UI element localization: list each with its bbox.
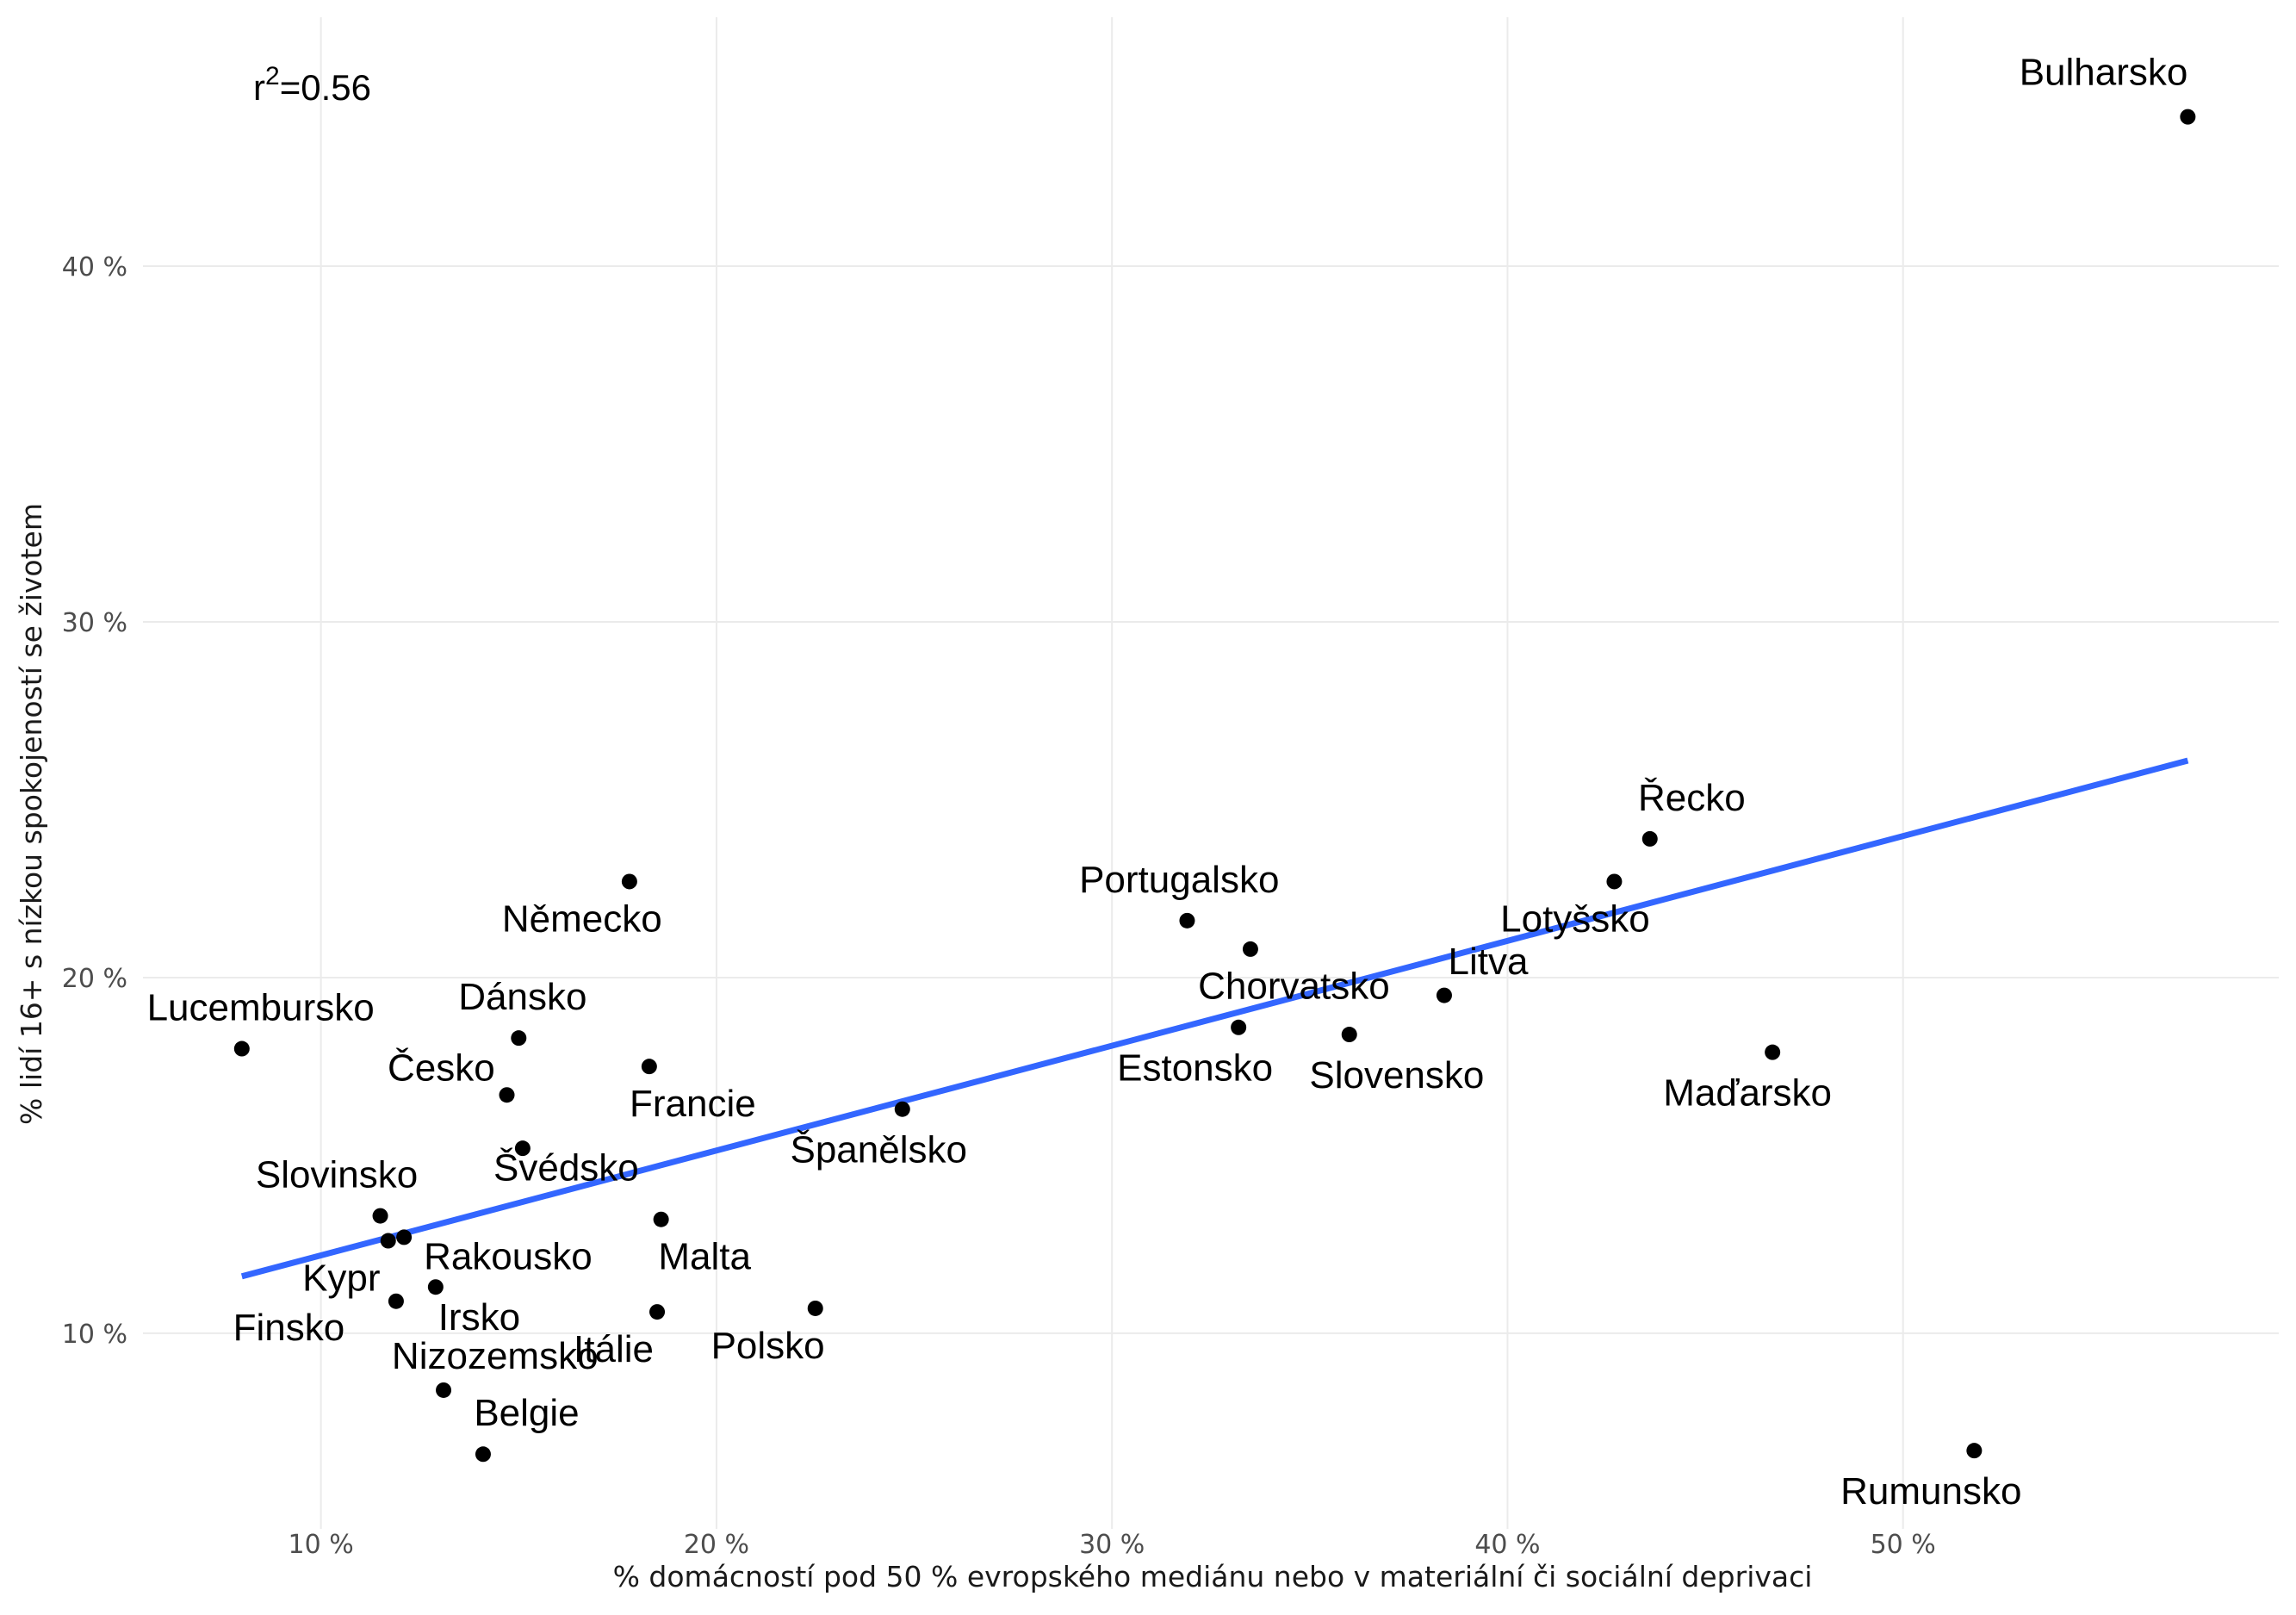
point-label: Litva (1449, 941, 1529, 983)
y-tick-label: 10 % (62, 1320, 127, 1350)
point-label: Dánsko (458, 976, 586, 1018)
x-tick-label: 30 % (1079, 1530, 1145, 1560)
point-label: Estonsko (1117, 1047, 1273, 1090)
data-point (641, 1059, 657, 1075)
data-point (514, 1140, 531, 1157)
point-label: Česko (388, 1047, 495, 1090)
data-point (1179, 912, 1195, 929)
data-point (1641, 830, 1658, 847)
point-label: Slovinsko (256, 1154, 418, 1196)
point-label: Bulharsko (2020, 51, 2188, 93)
data-point (436, 1382, 452, 1398)
x-tick-label: 50 % (1871, 1530, 1936, 1560)
point-label: Maďarsko (1663, 1072, 1832, 1115)
trend-line (240, 757, 2189, 1280)
point-label: Slovensko (1309, 1054, 1484, 1096)
point-label: Španělsko (790, 1128, 966, 1171)
data-point (475, 1446, 491, 1463)
point-label: Kypr (302, 1257, 380, 1299)
point-label: Nizozemsko (392, 1335, 599, 1377)
x-tick-label: 40 % (1474, 1530, 1540, 1560)
x-tick-label: 20 % (684, 1530, 749, 1560)
data-point (427, 1279, 444, 1295)
point-label: Německo (502, 898, 662, 940)
data-point (511, 1030, 527, 1047)
trend-line-group (240, 757, 2189, 1280)
point-label: Francie (630, 1083, 756, 1125)
point-label: Malta (658, 1236, 751, 1278)
data-point (1242, 941, 1258, 957)
point-label: Portugalsko (1079, 859, 1279, 901)
data-point (388, 1293, 404, 1309)
data-point (653, 1211, 669, 1227)
point-label: Rakousko (424, 1236, 593, 1278)
data-point (1765, 1044, 1781, 1060)
point-label: Lotyšsko (1500, 898, 1650, 940)
data-point (1966, 1443, 1983, 1459)
data-point (807, 1300, 823, 1316)
data-point (396, 1229, 413, 1245)
point-label: Lucembursko (147, 986, 375, 1028)
point-label: Itálie (574, 1328, 654, 1370)
point-label: Švédsko (493, 1146, 639, 1189)
axes: 10 % 20 % 30 % 40 % 50 % 10 % 20 % 30 % 40 % (62, 252, 1936, 1560)
data-point (233, 1040, 250, 1057)
data-point (1436, 987, 1452, 1003)
data-point (499, 1087, 515, 1103)
point-label: Irsko (438, 1296, 520, 1339)
point-label: Belgie (474, 1392, 579, 1434)
data-point (380, 1233, 396, 1249)
data-point (621, 873, 637, 890)
point-label: Řecko (1638, 777, 1746, 819)
r-squared-annotation: r2=0.56 (253, 62, 371, 108)
point-label: Chorvatsko (1198, 966, 1390, 1008)
point-label: Finsko (233, 1307, 345, 1349)
data-point (1606, 873, 1623, 890)
data-point (1341, 1027, 1357, 1043)
point-label: Rumunsko (1840, 1470, 2021, 1513)
data-point (1231, 1019, 1247, 1035)
data-point (2180, 109, 2196, 125)
data-point (649, 1304, 666, 1320)
y-tick-label: 30 % (62, 608, 127, 638)
grid (143, 17, 2279, 1529)
point-label: Polsko (711, 1325, 825, 1367)
x-axis-title: % domácností pod 50 % evropského mediánu… (613, 1560, 1813, 1593)
y-tick-label: 40 % (62, 252, 127, 283)
data-point (372, 1208, 388, 1224)
points (233, 109, 2196, 1463)
data-point (894, 1101, 910, 1117)
y-tick-label: 20 % (62, 964, 127, 994)
x-tick-label: 10 % (289, 1530, 354, 1560)
point-labels: Bulharsko Řecko Lotyšsko Maďarsko Rumunsko Li… (147, 51, 2188, 1513)
y-axis-title: % lidí 16+ s nízkou spokojeností se živo… (15, 503, 48, 1125)
